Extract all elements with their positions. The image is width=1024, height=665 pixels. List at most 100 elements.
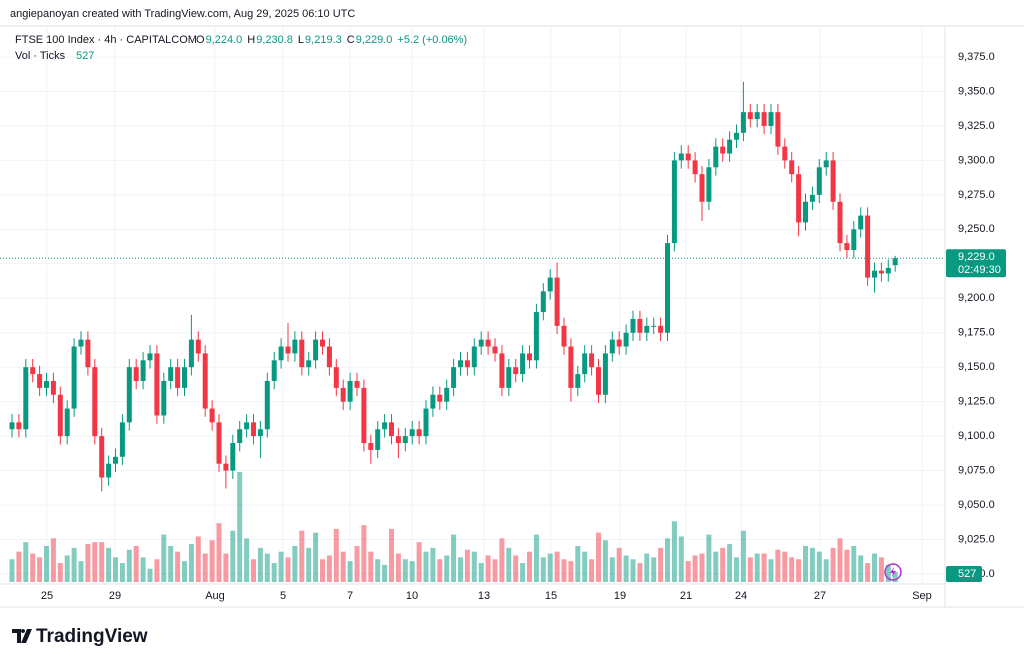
candle-body [623,332,629,347]
candle-body [844,243,850,251]
volume-bar [837,538,843,582]
volume-bar [382,564,388,582]
volume-bar [71,547,77,582]
candle-body [354,380,360,388]
candle-body [389,422,394,437]
volume-bar [78,561,84,582]
candle-body [506,367,512,388]
candle-body [671,160,677,244]
grid [0,26,945,584]
candle-body [596,367,601,395]
volume-bar [368,551,374,582]
candle-body [878,270,884,274]
volume-bar [892,572,898,582]
candle-body [485,339,491,347]
volume-bar [175,551,181,582]
volume-bar [803,545,808,582]
candle-body [803,201,808,223]
volume-bar [37,557,43,582]
candle-body [119,422,125,457]
volume-bar [209,540,215,582]
candle-body [140,360,146,381]
candle-body [292,339,298,354]
volume-bar [872,553,877,582]
x-tick-label: 15 [545,590,557,602]
volume-badge-label: 527 [958,568,976,580]
volume-bar [547,553,553,582]
volume-bar [285,557,291,582]
candle-body [885,267,891,274]
y-tick-label: 9,275.0 [958,189,995,201]
volume-bar [527,551,532,582]
volume-bar [699,553,705,582]
volume-bar [326,555,332,582]
candle-body [430,394,436,409]
x-tick-label: 25 [41,590,53,602]
volume-bar [264,553,270,582]
candle-body [809,194,815,202]
candle-body [395,436,401,444]
candle-body [471,346,477,368]
candle-body [561,325,567,347]
volume-bar [478,563,484,582]
volume-bar [313,532,319,582]
volume-bar [630,559,636,582]
volume-bar [64,555,70,582]
candle-body [416,429,422,437]
volume-bar [554,551,560,582]
volume-bar [216,523,222,582]
volume-bar [168,545,174,582]
last-price-badge [946,249,1006,278]
candle-body [747,112,753,120]
volume-bar [223,553,229,582]
volume-bar [437,559,443,582]
volume-bar [789,557,795,582]
volume-bar [361,525,367,582]
candle-body [865,215,871,278]
volume-bar [271,563,277,582]
logo-text: TradingView [36,626,148,647]
candle-body [458,360,463,368]
candle-body [57,394,63,437]
volume-bar [85,544,91,582]
volume-bar [727,544,733,582]
volume-bar [16,551,22,582]
y-tick-label: 9,375.0 [958,51,995,63]
candle-body [775,112,781,147]
candle-body [306,360,312,368]
x-tick-label: 10 [406,590,418,602]
volume-bar [575,545,581,582]
candle-body [368,443,374,450]
candle-body [402,436,408,444]
volume-bar [644,553,650,582]
y-tick-label: 9,250.0 [958,223,995,235]
volume-bar [354,545,360,582]
volume-bar [161,534,167,582]
volume-bar [596,532,601,582]
volume-bar [133,545,139,582]
candle-body [182,367,187,388]
volume-bar [237,472,243,582]
volume-bar [740,530,746,582]
volume-bar [775,549,781,582]
candle-body [223,463,229,471]
volume-bar [140,557,146,582]
candle-body [202,353,208,409]
candle-body [789,160,795,175]
volume-bar [57,563,63,582]
candle-body [285,346,291,354]
volume-bar [665,538,670,582]
candle-body [713,146,719,168]
volume-bar [106,547,112,582]
candle-body [209,408,215,423]
candle-body [147,353,153,361]
candle-body [195,339,201,354]
volume-bar [754,553,760,582]
volume-bar [851,545,857,582]
candle-body [126,367,132,423]
candle-body [602,353,608,395]
last-price-label: 9,229.0 [958,251,995,263]
volume-bar [692,555,698,582]
candle-body [444,387,450,402]
x-tick-label: 13 [478,590,490,602]
